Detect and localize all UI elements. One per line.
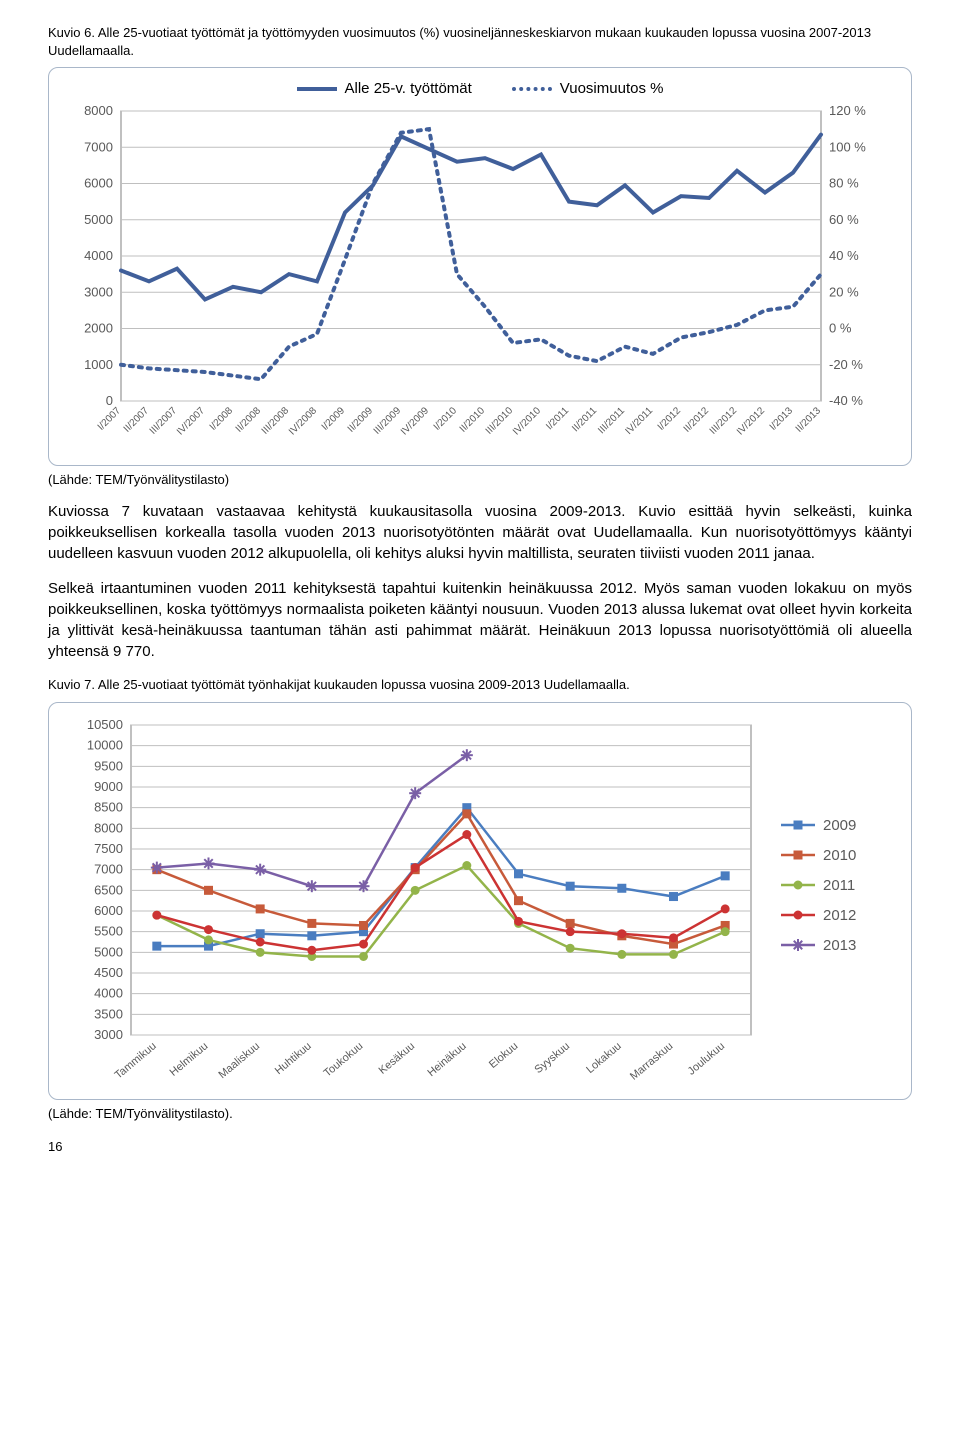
- svg-text:III/2008: III/2008: [260, 405, 292, 437]
- svg-text:10000: 10000: [87, 737, 123, 752]
- chart2-container: 3000 3500 4000 4500 5000 5500 6000 6500 7000 7500…: [48, 702, 912, 1100]
- svg-text:4000: 4000: [94, 985, 123, 1000]
- svg-text:8500: 8500: [94, 799, 123, 814]
- svg-text:3000: 3000: [94, 1027, 123, 1042]
- svg-text:40 %: 40 %: [829, 248, 859, 263]
- svg-text:Tammikuu: Tammikuu: [113, 1040, 159, 1081]
- svg-text:III/2007: III/2007: [148, 405, 180, 437]
- svg-text:Helmikuu: Helmikuu: [168, 1040, 211, 1079]
- chart1-container: Alle 25-v. työttömät Vuosimuutos % 0 1000…: [48, 67, 912, 466]
- svg-text:5000: 5000: [84, 212, 113, 227]
- svg-text:2000: 2000: [84, 321, 113, 336]
- svg-text:9500: 9500: [94, 758, 123, 773]
- figure6-caption: Kuvio 6. Alle 25-vuotiaat työttömät ja t…: [48, 24, 912, 59]
- svg-text:100 %: 100 %: [829, 139, 866, 154]
- source1: (Lähde: TEM/Työnvälitystilasto): [48, 472, 912, 487]
- svg-text:IV/2008: IV/2008: [287, 405, 319, 437]
- svg-text:6000: 6000: [84, 176, 113, 191]
- svg-text:9000: 9000: [94, 779, 123, 794]
- svg-text:Joulukuu: Joulukuu: [686, 1040, 727, 1078]
- svg-text:3500: 3500: [94, 1006, 123, 1021]
- svg-text:6500: 6500: [94, 882, 123, 897]
- svg-text:I/2012: I/2012: [656, 405, 684, 433]
- svg-text:I/2010: I/2010: [432, 405, 460, 433]
- legend-item-dotted: Vuosimuutos %: [512, 80, 664, 97]
- figure7-caption: Kuvio 7. Alle 25-vuotiaat työttömät työn…: [48, 676, 912, 694]
- svg-text:Heinäkuu: Heinäkuu: [425, 1040, 468, 1079]
- svg-text:I/2009: I/2009: [320, 405, 348, 433]
- svg-text:10500: 10500: [87, 717, 123, 732]
- svg-text:8000: 8000: [84, 103, 113, 118]
- svg-text:5500: 5500: [94, 923, 123, 938]
- svg-text:IV/2012: IV/2012: [735, 405, 767, 437]
- svg-text:3000: 3000: [84, 284, 113, 299]
- svg-text:4000: 4000: [84, 248, 113, 263]
- svg-text:I/2011: I/2011: [544, 405, 571, 432]
- svg-text:2013: 2013: [823, 937, 856, 954]
- svg-text:0 %: 0 %: [829, 321, 852, 336]
- legend-item-solid: Alle 25-v. työttömät: [297, 80, 472, 97]
- svg-text:2011: 2011: [823, 877, 855, 894]
- svg-text:Kesäkuu: Kesäkuu: [377, 1040, 418, 1077]
- svg-text:20 %: 20 %: [829, 284, 859, 299]
- svg-text:II/2011: II/2011: [570, 405, 599, 434]
- chart2-svg: 3000 3500 4000 4500 5000 5500 6000 6500 7000 7500…: [61, 715, 881, 1095]
- svg-text:Toukokuu: Toukokuu: [322, 1040, 366, 1079]
- svg-text:6000: 6000: [94, 903, 123, 918]
- svg-text:8000: 8000: [94, 820, 123, 835]
- svg-text:II/2010: II/2010: [458, 405, 488, 435]
- svg-text:Syyskuu: Syyskuu: [533, 1040, 573, 1076]
- svg-text:2012: 2012: [823, 907, 856, 924]
- svg-text:7500: 7500: [94, 841, 123, 856]
- svg-text:-40 %: -40 %: [829, 393, 863, 408]
- svg-text:-20 %: -20 %: [829, 357, 863, 372]
- svg-text:II/2008: II/2008: [234, 405, 264, 435]
- svg-text:0: 0: [106, 393, 113, 408]
- svg-text:II/2009: II/2009: [346, 405, 376, 435]
- svg-text:60 %: 60 %: [829, 212, 859, 227]
- source2: (Lähde: TEM/Työnvälitystilasto).: [48, 1106, 912, 1121]
- svg-text:Huhtikuu: Huhtikuu: [273, 1040, 314, 1077]
- svg-text:Lokakuu: Lokakuu: [584, 1040, 624, 1076]
- svg-text:I/2013: I/2013: [768, 405, 796, 433]
- paragraph1: Kuviossa 7 kuvataan vastaavaa kehitystä …: [48, 501, 912, 564]
- svg-text:4500: 4500: [94, 965, 123, 980]
- svg-text:IV/2010: IV/2010: [511, 405, 543, 437]
- svg-text:II/2013: II/2013: [794, 405, 824, 435]
- svg-text:II/2007: II/2007: [122, 405, 152, 435]
- svg-text:7000: 7000: [84, 139, 113, 154]
- chart1-legend: Alle 25-v. työttömät Vuosimuutos %: [61, 80, 899, 97]
- chart1-svg: 0 1000 2000 3000 4000 5000 6000 7000 8000 -40 % -2…: [61, 101, 881, 461]
- svg-text:1000: 1000: [84, 357, 113, 372]
- svg-text:III/2009: III/2009: [372, 405, 404, 437]
- legend-label-1: Alle 25-v. työttömät: [345, 80, 472, 97]
- svg-text:II/2012: II/2012: [682, 405, 712, 435]
- paragraph2: Selkeä irtaantuminen vuoden 2011 kehityk…: [48, 578, 912, 662]
- svg-text:Elokuu: Elokuu: [487, 1040, 520, 1071]
- svg-text:III/2012: III/2012: [708, 405, 740, 437]
- svg-text:7000: 7000: [94, 861, 123, 876]
- page-number: 16: [48, 1139, 912, 1154]
- svg-text:Marraskuu: Marraskuu: [628, 1040, 676, 1083]
- svg-text:Maaliskuu: Maaliskuu: [216, 1040, 262, 1081]
- svg-text:IV/2009: IV/2009: [399, 405, 431, 437]
- legend-swatch-solid-icon: [297, 87, 337, 91]
- legend-swatch-dotted-icon: [512, 87, 552, 91]
- svg-text:IV/2007: IV/2007: [175, 405, 207, 437]
- svg-text:2009: 2009: [823, 817, 856, 834]
- svg-text:2010: 2010: [823, 847, 856, 864]
- svg-text:80 %: 80 %: [829, 176, 859, 191]
- svg-text:120 %: 120 %: [829, 103, 866, 118]
- svg-text:III/2011: III/2011: [596, 405, 627, 436]
- svg-text:III/2010: III/2010: [484, 405, 516, 437]
- legend-label-2: Vuosimuutos %: [560, 80, 664, 97]
- svg-text:5000: 5000: [94, 944, 123, 959]
- svg-text:I/2007: I/2007: [96, 405, 124, 433]
- svg-text:I/2008: I/2008: [208, 405, 236, 433]
- svg-text:IV/2011: IV/2011: [623, 405, 655, 437]
